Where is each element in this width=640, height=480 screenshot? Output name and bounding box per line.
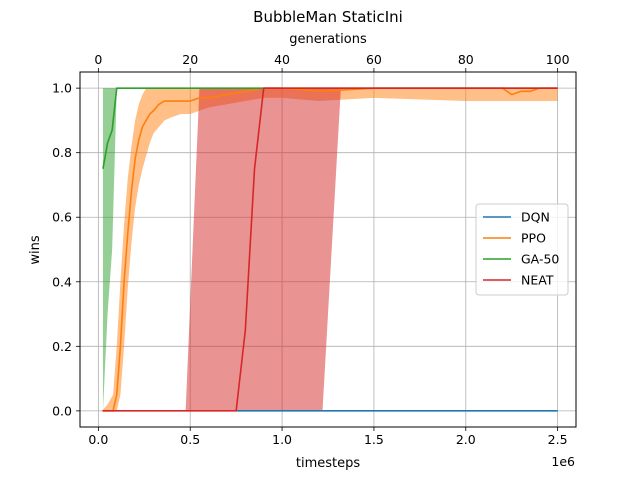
y-tick-label: 0.2 <box>52 339 72 354</box>
legend-label: PPO <box>521 231 546 246</box>
band-ppo <box>102 88 558 411</box>
line-layer <box>102 87 558 412</box>
x-tick-label: 1.5 <box>364 432 384 447</box>
x2-tick-label: 100 <box>546 52 570 67</box>
x-axis-label: timesteps <box>296 456 360 471</box>
band-neat <box>102 88 558 411</box>
x2-tick-label: 0 <box>94 52 102 67</box>
x-tick-label: 1.0 <box>272 432 292 447</box>
y-tick-label: 0.0 <box>52 403 72 418</box>
chart-title: BubbleMan StaticIni <box>253 8 403 26</box>
x2-tick-label: 20 <box>182 52 198 67</box>
x-axis-offset-label: 1e6 <box>551 454 575 469</box>
x2-tick-label: 60 <box>366 52 382 67</box>
tick-layer: 0.0 0.5 1.0 1.5 2.0 2.5 0 20 40 60 80 100 0.0 0.2 0.4 0… <box>52 52 569 447</box>
x-tick-label: 2.5 <box>548 432 568 447</box>
line-neat <box>102 87 558 412</box>
x-tick-label: 0.0 <box>88 432 108 447</box>
x-tick-label: 2.0 <box>456 432 476 447</box>
legend-label: DQN <box>521 210 550 225</box>
y-tick-label: 0.4 <box>52 274 72 289</box>
x-tick-label: 0.5 <box>180 432 200 447</box>
legend-box <box>475 203 569 296</box>
x2-tick-label: 80 <box>458 52 474 67</box>
top-axis-label: generations <box>289 32 367 47</box>
legend: DQN PPO GA-50 NEAT <box>475 203 569 296</box>
y-tick-label: 0.6 <box>52 210 72 225</box>
y-tick-label: 0.8 <box>52 145 72 160</box>
y-tick-label: 1.0 <box>52 81 72 96</box>
band-layer <box>102 88 558 411</box>
y-axis-label: wins <box>28 235 43 264</box>
line-ga-50 <box>102 87 558 169</box>
legend-label: GA-50 <box>521 252 559 267</box>
x2-tick-label: 40 <box>274 52 290 67</box>
legend-label: NEAT <box>521 273 554 288</box>
plot-frame <box>79 71 577 428</box>
